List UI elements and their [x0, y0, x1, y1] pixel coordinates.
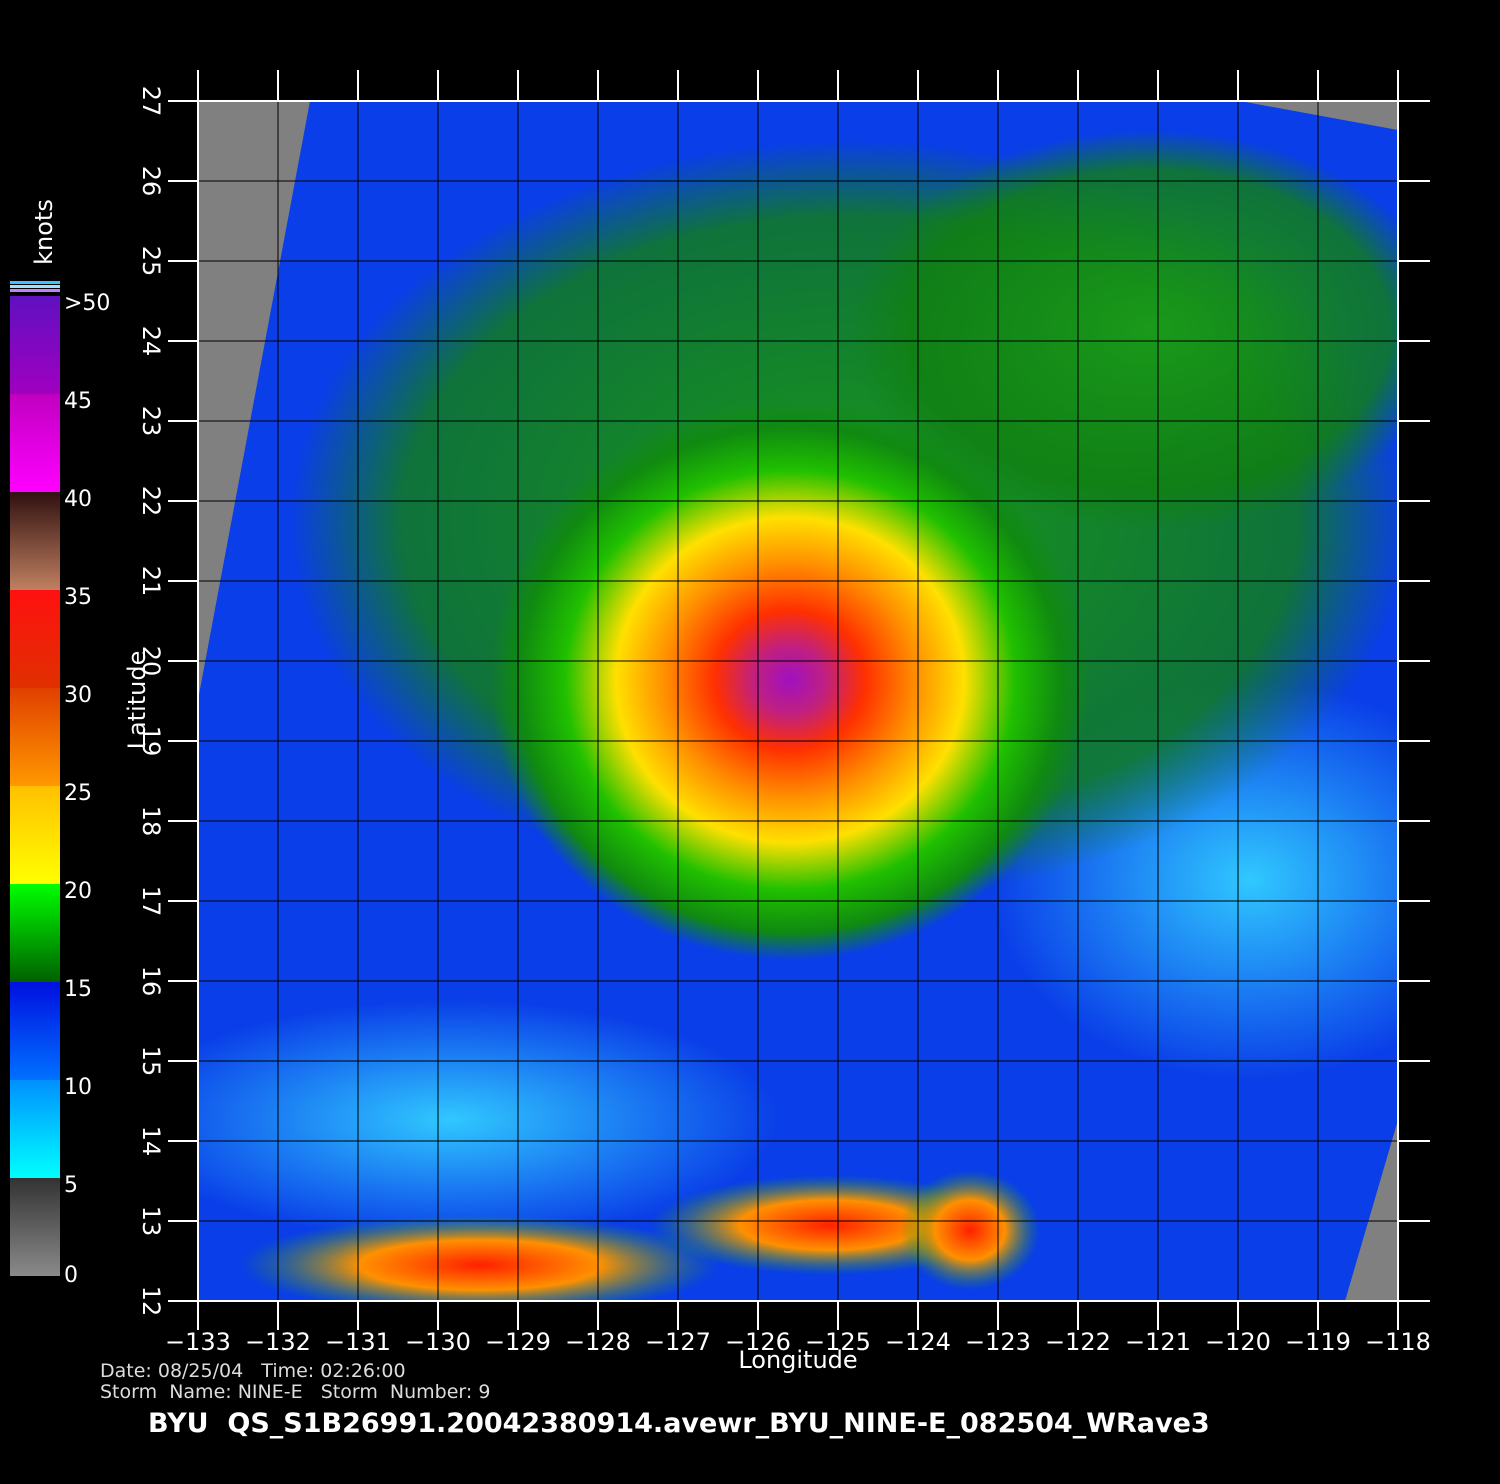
y-tick-label: 16: [137, 966, 165, 997]
y-tick-label: 18: [137, 806, 165, 837]
y-tick-label: 13: [137, 1206, 165, 1237]
colorbar-label: 0: [64, 1263, 78, 1288]
colorbar-label: 30: [64, 683, 92, 708]
plot-frame: [197, 100, 1399, 1302]
colorbar-label: 35: [64, 585, 92, 610]
y-tick-label: 19: [137, 726, 165, 757]
storm-line: Storm Name: NINE-E Storm Number: 9: [100, 1381, 490, 1403]
x-tick-label: −133: [165, 1328, 231, 1356]
file-name: BYU QS_S1B26991.20042380914.avewr_BYU_NI…: [148, 1408, 1210, 1439]
y-tick-label: 14: [137, 1126, 165, 1157]
date-line: Date: 08/25/04 Time: 02:26:00: [100, 1360, 406, 1382]
x-tick-label: −119: [1285, 1328, 1351, 1356]
colorbar-segment: [10, 884, 60, 982]
x-tick-label: −121: [1125, 1328, 1191, 1356]
colorbar-label: >50: [64, 291, 110, 316]
x-tick-label: −131: [325, 1328, 391, 1356]
colorbar-segment: [10, 786, 60, 884]
colorbar-label: 25: [64, 781, 92, 806]
x-tick-label: −126: [725, 1328, 791, 1356]
y-axis-label: Latitude: [123, 651, 151, 750]
x-tick-label: −123: [965, 1328, 1031, 1356]
colorbar-cap: [10, 289, 60, 292]
x-tick-label: −129: [485, 1328, 551, 1356]
colorbar-label: 40: [64, 487, 92, 512]
x-tick-label: −130: [405, 1328, 471, 1356]
colorbar-segment: [10, 1080, 60, 1178]
colorbar: [10, 281, 60, 1276]
x-axis-label: Longitude: [738, 1346, 857, 1374]
colorbar-segment: [10, 1178, 60, 1276]
colorbar-segment: [10, 492, 60, 590]
x-tick-label: −132: [245, 1328, 311, 1356]
colorbar-cap: [10, 285, 60, 288]
x-tick-label: −127: [645, 1328, 711, 1356]
y-tick-label: 26: [137, 166, 165, 197]
y-tick-label: 23: [137, 406, 165, 437]
colorbar-segment: [10, 590, 60, 688]
colorbar-label: 20: [64, 879, 92, 904]
x-tick-label: −118: [1365, 1328, 1431, 1356]
y-tick-label: 22: [137, 486, 165, 517]
colorbar-segment: [10, 688, 60, 786]
y-tick-label: 12: [137, 1286, 165, 1317]
colorbar-label: 45: [64, 389, 92, 414]
grid: [168, 70, 1430, 1330]
y-tick-label: 20: [137, 646, 165, 677]
wind-field: [198, 101, 1398, 1301]
x-tick-label: −120: [1205, 1328, 1271, 1356]
colorbar-label: 5: [64, 1173, 78, 1198]
y-tick-label: 15: [137, 1046, 165, 1077]
colorbar-title: knots: [30, 199, 58, 265]
x-tick-label: −128: [565, 1328, 631, 1356]
y-tick-label: 27: [137, 86, 165, 117]
x-tick-label: −122: [1045, 1328, 1111, 1356]
colorbar-segment: [10, 296, 60, 394]
x-tick-label: −124: [885, 1328, 951, 1356]
colorbar-segment: [10, 982, 60, 1080]
x-tick-label: −125: [805, 1328, 871, 1356]
y-tick-label: 24: [137, 326, 165, 357]
colorbar-cap: [10, 281, 60, 284]
colorbar-label: 15: [64, 977, 92, 1002]
colorbar-label: 10: [64, 1075, 92, 1100]
y-tick-label: 17: [137, 886, 165, 917]
colorbar-segment: [10, 394, 60, 492]
y-tick-label: 25: [137, 246, 165, 277]
y-tick-label: 21: [137, 566, 165, 597]
